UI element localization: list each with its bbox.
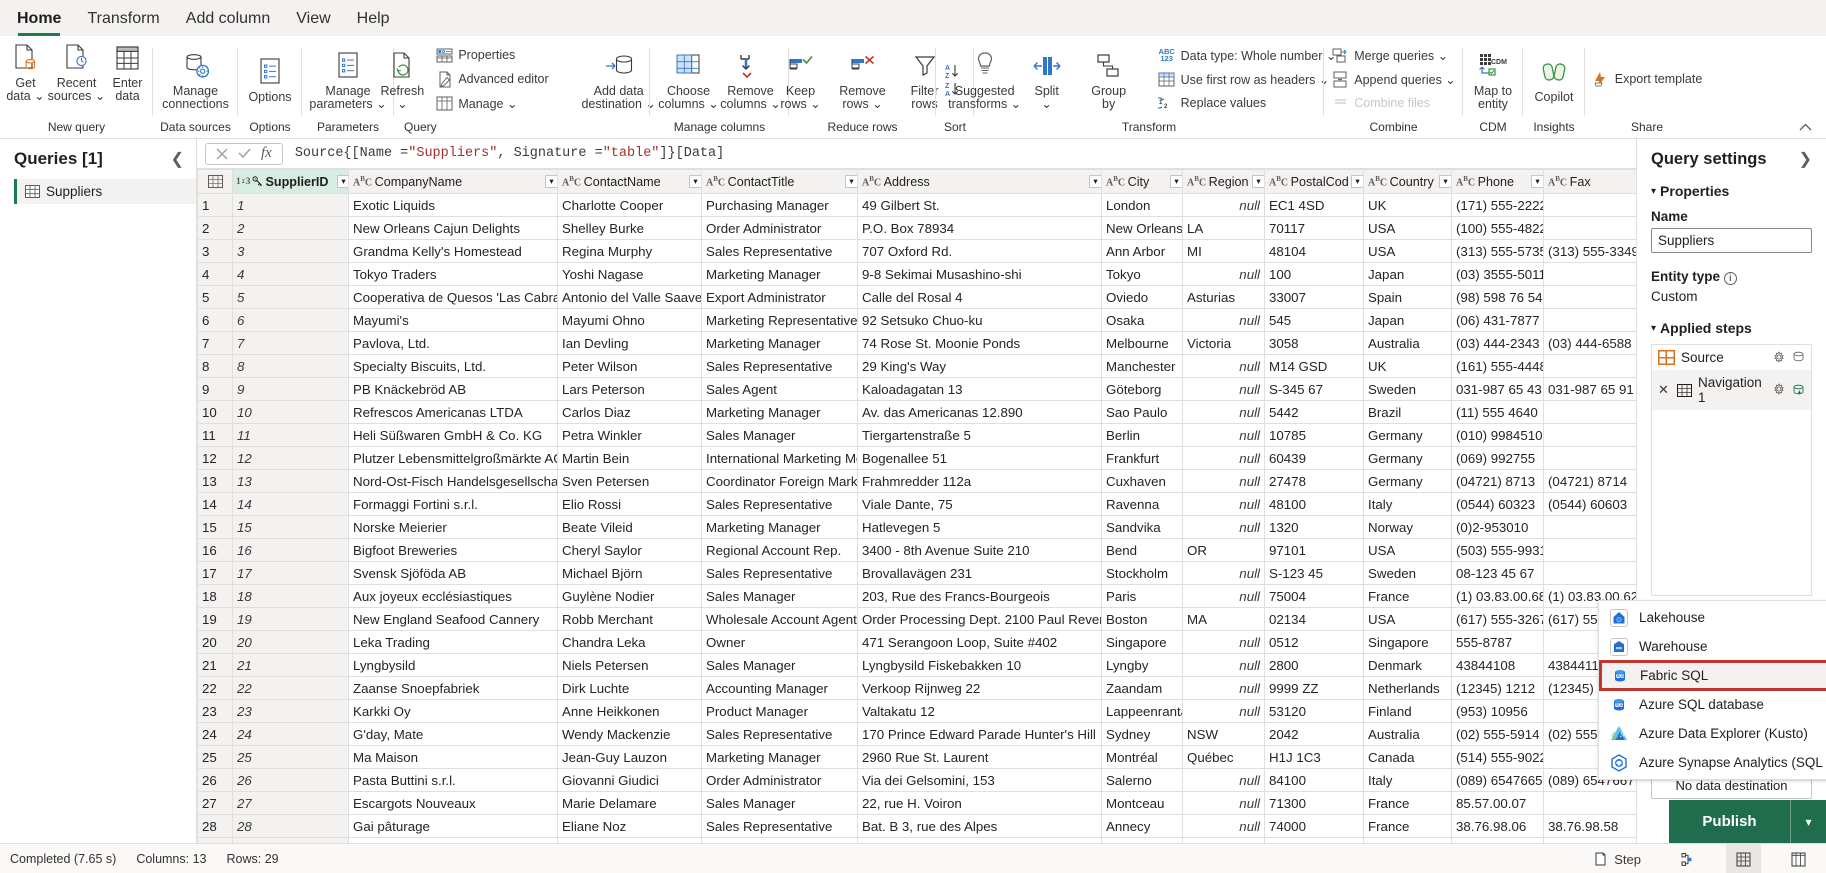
svg-text:CDM: CDM xyxy=(1491,59,1507,66)
svg-text:SQL: SQL xyxy=(1616,703,1623,707)
svg-text:1: 1 xyxy=(1159,100,1163,106)
svg-text:Z: Z xyxy=(945,73,950,79)
svg-text:2: 2 xyxy=(1164,104,1168,110)
svg-text:SQL: SQL xyxy=(1617,674,1624,678)
svg-text:A: A xyxy=(945,65,950,72)
